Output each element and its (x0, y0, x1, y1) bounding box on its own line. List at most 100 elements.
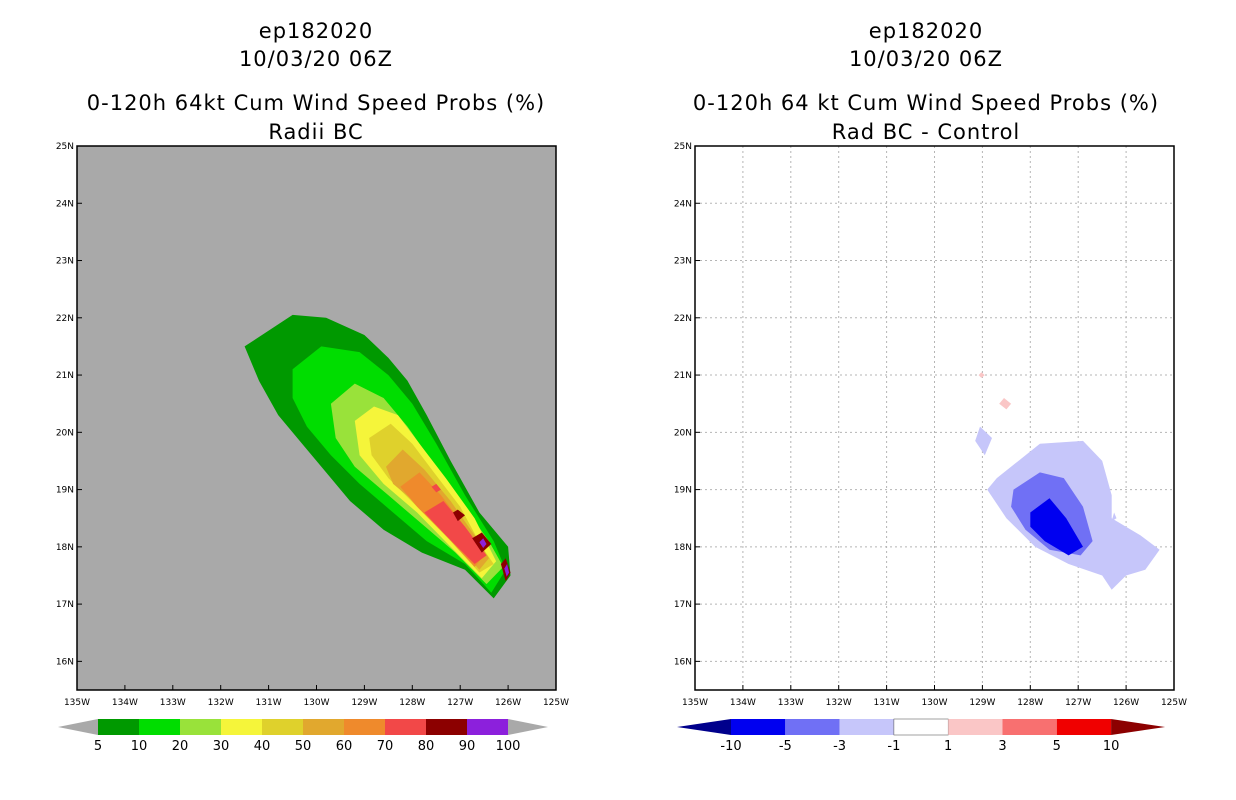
y-tick-label: 20N (674, 428, 692, 438)
contour-90 (504, 564, 510, 577)
y-tick-label: 22N (674, 314, 692, 324)
y-tick-label: 16N (56, 657, 74, 667)
x-tick-label: 134W (730, 698, 756, 708)
y-tick-label: 17N (674, 600, 692, 610)
x-tick-label: 130W (921, 698, 947, 708)
y-tick-label: 25N (674, 142, 692, 152)
y-tick-label: 18N (56, 543, 74, 553)
colorbar-swatch (139, 719, 180, 735)
colorbar-label: 70 (377, 739, 394, 754)
colorbar-label: 1 (944, 739, 952, 754)
left-storm-id: ep182020 (258, 19, 374, 43)
right-map: 135W 134W 133W 132W 131W 130W 129W 128W 127W 126W… (674, 142, 1187, 708)
colorbar-swatch (785, 719, 840, 735)
right-datetime: 10/03/20 06Z (848, 47, 1004, 71)
x-tick-label: 127W (447, 698, 473, 708)
y-tick-label: 25N (56, 142, 74, 152)
x-tick-label: 131W (874, 698, 900, 708)
y-tick-label: 20N (56, 428, 74, 438)
x-tick-label: 128W (399, 698, 425, 708)
contour-1 (978, 372, 985, 378)
left-map: 135W 134W 133W 132W 131W 130W 129W 128W 127W 126W… (56, 142, 569, 708)
colorbar-swatch (731, 719, 786, 735)
x-tick-label: 129W (969, 698, 995, 708)
y-tick-label: 19N (56, 486, 74, 496)
colorbar-label: -1 (887, 739, 900, 754)
colorbar-swatch (426, 719, 467, 735)
contour-1 (999, 398, 1012, 410)
y-tick-label: 16N (674, 657, 692, 667)
colorbar-label: 90 (459, 739, 476, 754)
colorbar-label: 30 (213, 739, 230, 754)
x-tick-label: 129W (351, 698, 377, 708)
y-tick-label: 24N (674, 199, 692, 209)
colorbar-swatch (1056, 719, 1112, 735)
contour-80 (453, 509, 465, 522)
left-datetime: 10/03/20 06Z (238, 47, 394, 71)
contour--1 (975, 426, 992, 456)
contour-70 (424, 501, 487, 564)
colorbar-label: 60 (336, 739, 353, 754)
right-chart-subtitle: Rad BC - Control (831, 120, 1021, 144)
y-tick-label: 23N (674, 257, 692, 267)
y-tick-label: 22N (56, 314, 74, 324)
left-colorbar: 5 10 20 30 40 50 60 70 80 90 100 (58, 719, 548, 754)
colorbar-swatch (893, 718, 949, 736)
colorbar-label: 5 (1053, 739, 1061, 754)
colorbar-swatch (303, 719, 344, 735)
right-chart-title: 0-120h 64 kt Cum Wind Speed Probs (%) (692, 91, 1160, 115)
colorbar-swatch (221, 719, 262, 735)
x-tick-label: 125W (543, 698, 569, 708)
contour--1 (1111, 512, 1117, 522)
x-tick-label: 134W (112, 698, 138, 708)
y-tick-label: 18N (674, 543, 692, 553)
colorbar-swatch (1002, 719, 1057, 735)
colorbar-swatch (467, 719, 508, 735)
x-tick-label: 125W (1161, 698, 1187, 708)
colorbar-swatch (262, 719, 303, 735)
colorbar-swatch (385, 719, 426, 735)
contour--5 (1030, 498, 1083, 556)
contour-90 (479, 538, 487, 548)
left-chart-subtitle: Radii BC (268, 120, 364, 144)
right-colorbar: -10 -5 -3 -1 1 3 5 10 (677, 718, 1166, 754)
x-tick-label: 130W (303, 698, 329, 708)
colorbar-label: 5 (94, 739, 102, 754)
x-tick-label: 127W (1065, 698, 1091, 708)
colorbar-swatch (839, 719, 894, 735)
colorbar-label: 40 (254, 739, 271, 754)
y-tick-label: 21N (56, 371, 74, 381)
colorbar-swatch (948, 719, 1003, 735)
x-tick-label: 128W (1017, 698, 1043, 708)
colorbar-high-triangle (1111, 719, 1166, 735)
x-tick-label: 132W (826, 698, 852, 708)
contour-70 (431, 483, 441, 493)
colorbar-label: -3 (833, 739, 846, 754)
y-tick-label: 23N (56, 257, 74, 267)
colorbar-label: 100 (496, 739, 521, 754)
colorbar-label: 20 (172, 739, 189, 754)
x-tick-label: 126W (1113, 698, 1139, 708)
x-tick-label: 131W (256, 698, 282, 708)
colorbar-swatch (180, 719, 221, 735)
colorbar-label: 80 (418, 739, 435, 754)
x-tick-label: 133W (778, 698, 804, 708)
y-tick-label: 24N (56, 199, 74, 209)
x-tick-label: 135W (64, 698, 90, 708)
colorbar-label: 3 (998, 739, 1006, 754)
colorbar-high-triangle (508, 719, 548, 735)
colorbar-swatch (344, 719, 385, 735)
colorbar-low-triangle (58, 719, 98, 735)
colorbar-label: -10 (720, 739, 741, 754)
colorbar-label: 10 (131, 739, 148, 754)
colorbar-low-triangle (677, 719, 731, 735)
colorbar-label: -5 (779, 739, 792, 754)
left-chart-title: 0-120h 64kt Cum Wind Speed Probs (%) (86, 91, 546, 115)
colorbar-label: 10 (1103, 739, 1120, 754)
x-tick-label: 132W (208, 698, 234, 708)
right-storm-id: ep182020 (868, 19, 984, 43)
x-tick-label: 126W (495, 698, 521, 708)
colorbar-swatch (98, 719, 139, 735)
x-tick-label: 135W (682, 698, 708, 708)
